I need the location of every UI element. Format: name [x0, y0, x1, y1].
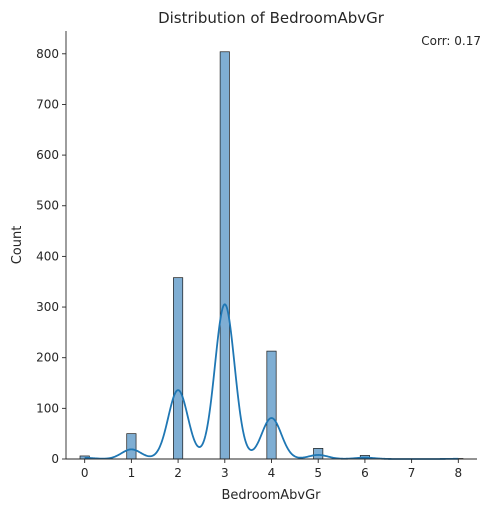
- y-tick-label: 400: [36, 249, 59, 263]
- histogram-bar: [266, 350, 277, 460]
- histogram-bar: [313, 448, 324, 460]
- chart-title: Distribution of BedroomAbvGr: [158, 9, 385, 27]
- x-tick-label: 2: [174, 466, 182, 480]
- histogram-bar: [219, 51, 230, 460]
- x-tick-label: 3: [221, 466, 229, 480]
- y-tick-label: 800: [36, 47, 59, 61]
- x-tick-label: 0: [81, 466, 89, 480]
- y-tick-label: 300: [36, 300, 59, 314]
- y-tick-label: 700: [36, 97, 59, 111]
- histogram-bar: [173, 277, 184, 460]
- y-tick-label: 200: [36, 351, 59, 365]
- histogram-bar: [126, 433, 137, 460]
- x-tick-label: 1: [128, 466, 136, 480]
- x-tick-label: 7: [408, 466, 416, 480]
- x-tick-label: 6: [361, 466, 369, 480]
- y-tick-label: 100: [36, 401, 59, 415]
- y-tick-label: 0: [51, 452, 59, 466]
- x-axis-title: BedroomAbvGr: [221, 488, 321, 503]
- y-axis-title: Count: [10, 226, 25, 265]
- x-tick-label: 4: [268, 466, 276, 480]
- y-tick-label: 600: [36, 148, 59, 162]
- x-tick-label: 5: [314, 466, 322, 480]
- x-tick-label: 8: [454, 466, 462, 480]
- correlation-annotation: Corr: 0.17: [421, 34, 481, 48]
- plot-area: 0 1 2 3 4 5 6 7 8 0 100 200 300 400 500 600 700 800: [36, 31, 477, 480]
- y-tick-label: 500: [36, 199, 59, 213]
